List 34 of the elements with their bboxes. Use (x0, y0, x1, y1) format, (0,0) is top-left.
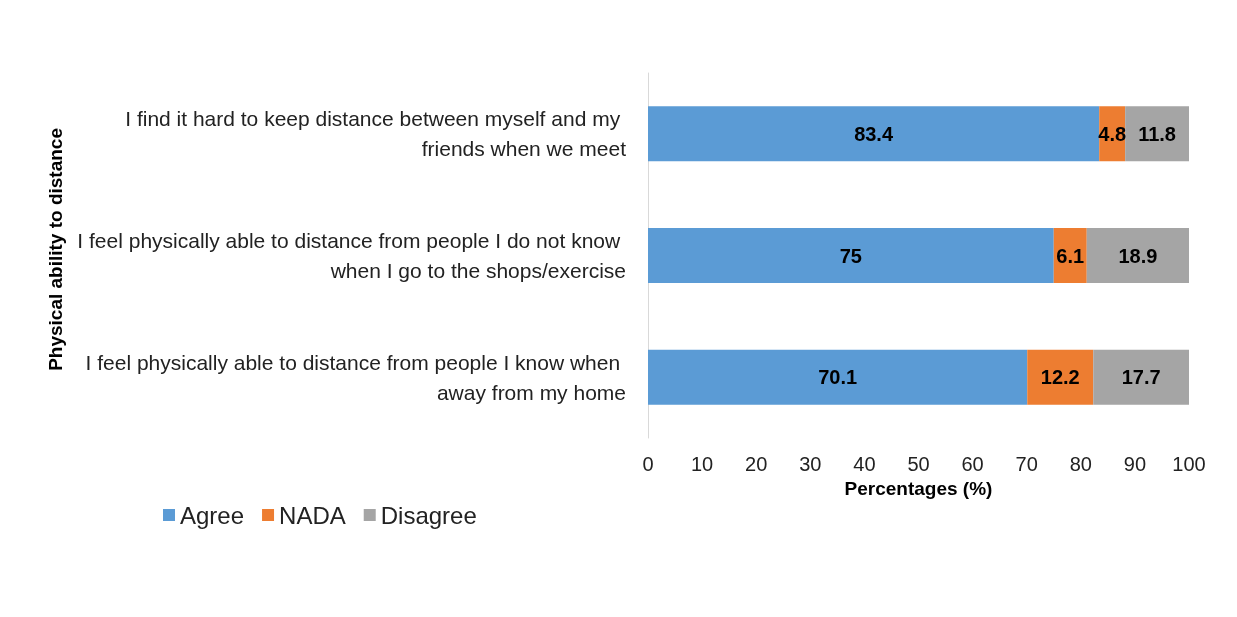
bar (648, 349, 1028, 405)
bar (648, 228, 1054, 283)
x-tick-label: 100 (1172, 453, 1206, 475)
y-tick-label: I feel physically able to distance from people I know when away from my home (85, 350, 626, 404)
data-label: 6.1 (1056, 244, 1085, 267)
y-axis-title: Physical ability to distance (45, 127, 66, 371)
bar (648, 106, 1100, 162)
x-tick-label: 90 (1123, 453, 1147, 475)
y-tick-label: I feel physically able to distance from people I do not know when I go to the shops/exercise (77, 229, 626, 282)
data-label: 18.9 (1118, 244, 1158, 267)
x-tick-label: 20 (745, 453, 768, 475)
x-tick-label: 50 (907, 453, 930, 475)
data-label: 70.1 (818, 366, 858, 389)
bar (1086, 228, 1189, 283)
y-tick-label: I find it hard to keep distance between myself and my friends when we meet (125, 107, 627, 161)
data-label: 11.8 (1138, 122, 1176, 145)
x-tick-label: 80 (1069, 453, 1092, 475)
data-label: 12.2 (1040, 366, 1080, 389)
x-axis-title: Percentages (%) (844, 477, 993, 499)
x-tick-label: 30 (799, 453, 822, 475)
data-label: 83.4 (854, 122, 894, 145)
data-label: 75 (839, 244, 862, 267)
x-tick-label: 10 (690, 453, 714, 475)
x-tick-label: 70 (1015, 453, 1038, 475)
legend-label: Agree (180, 501, 245, 529)
x-tick-label: 40 (853, 453, 876, 475)
data-label: 17.7 (1121, 366, 1161, 389)
x-tick-label: 60 (961, 453, 984, 475)
legend-label: NADA (279, 501, 346, 529)
x-tick-label: 0 (642, 453, 654, 475)
bar (1027, 349, 1094, 405)
bar (1125, 106, 1189, 162)
legend-label: Disagree (380, 501, 477, 529)
bar (1093, 349, 1189, 405)
